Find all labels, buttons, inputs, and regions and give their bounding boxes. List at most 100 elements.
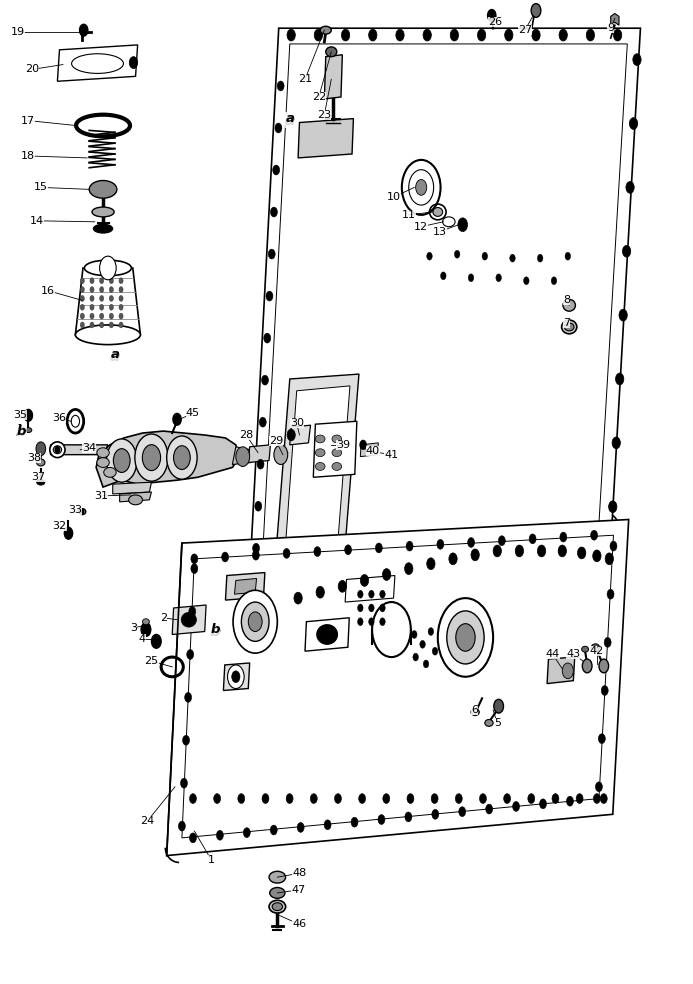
Text: 23: 23 [317, 109, 331, 120]
Circle shape [604, 638, 611, 647]
Ellipse shape [471, 708, 480, 715]
Circle shape [358, 618, 363, 626]
Circle shape [593, 794, 600, 804]
Circle shape [152, 635, 161, 648]
Circle shape [100, 304, 104, 310]
Polygon shape [173, 605, 206, 635]
Circle shape [90, 322, 94, 328]
Circle shape [505, 30, 513, 41]
Circle shape [100, 322, 104, 328]
Text: 39: 39 [336, 440, 350, 450]
Text: 43: 43 [566, 649, 581, 659]
Circle shape [633, 54, 641, 66]
Text: 29: 29 [269, 436, 283, 446]
Circle shape [173, 446, 191, 469]
Circle shape [316, 586, 324, 598]
Circle shape [449, 553, 457, 565]
Circle shape [516, 545, 523, 557]
Circle shape [255, 501, 262, 511]
Text: 48: 48 [292, 868, 306, 879]
Circle shape [441, 272, 446, 279]
Circle shape [64, 527, 73, 539]
Circle shape [114, 449, 130, 472]
Circle shape [551, 277, 556, 284]
Circle shape [437, 539, 444, 549]
Circle shape [504, 794, 511, 804]
Circle shape [24, 409, 33, 421]
Ellipse shape [315, 435, 325, 443]
Circle shape [189, 833, 196, 842]
Circle shape [119, 304, 123, 310]
Circle shape [615, 373, 624, 385]
Ellipse shape [25, 428, 32, 433]
Circle shape [80, 286, 85, 292]
Circle shape [510, 254, 516, 262]
Circle shape [577, 547, 586, 559]
Circle shape [626, 181, 634, 193]
Circle shape [109, 304, 114, 310]
Text: 26: 26 [488, 18, 502, 28]
Circle shape [233, 590, 277, 653]
Ellipse shape [315, 462, 325, 470]
Circle shape [142, 445, 161, 470]
Text: 38: 38 [27, 453, 41, 462]
Polygon shape [58, 45, 138, 82]
Text: 8: 8 [563, 295, 570, 305]
Ellipse shape [485, 719, 493, 726]
Circle shape [376, 543, 383, 553]
Circle shape [90, 295, 94, 301]
Text: 46: 46 [292, 919, 306, 929]
Circle shape [248, 612, 262, 632]
Ellipse shape [143, 619, 150, 625]
Polygon shape [113, 482, 152, 494]
Circle shape [438, 598, 493, 677]
Circle shape [90, 304, 94, 310]
Text: 16: 16 [41, 285, 55, 295]
Circle shape [314, 547, 321, 557]
Circle shape [552, 794, 559, 804]
Text: 40: 40 [366, 446, 380, 456]
Text: b: b [17, 424, 26, 438]
Circle shape [477, 30, 486, 41]
Text: a: a [109, 349, 120, 364]
Circle shape [275, 123, 282, 133]
Text: 44: 44 [545, 649, 560, 659]
Circle shape [191, 554, 198, 564]
Circle shape [36, 442, 46, 456]
Circle shape [560, 532, 567, 542]
Circle shape [455, 250, 460, 258]
Circle shape [458, 217, 468, 231]
Circle shape [482, 252, 488, 260]
Circle shape [565, 252, 570, 260]
Circle shape [416, 179, 427, 195]
Circle shape [297, 823, 304, 832]
Text: 17: 17 [21, 115, 35, 126]
Ellipse shape [97, 458, 109, 467]
Circle shape [243, 828, 250, 837]
Text: a: a [110, 348, 119, 361]
Circle shape [558, 545, 566, 557]
Polygon shape [611, 14, 619, 26]
Circle shape [238, 794, 245, 804]
Circle shape [109, 322, 114, 328]
Text: b: b [16, 423, 27, 439]
Text: 31: 31 [94, 491, 108, 501]
Circle shape [342, 30, 350, 41]
Circle shape [266, 291, 273, 301]
Circle shape [598, 734, 605, 744]
Circle shape [619, 309, 627, 321]
Circle shape [532, 30, 540, 41]
Circle shape [471, 549, 480, 561]
Circle shape [380, 618, 385, 626]
Circle shape [407, 794, 414, 804]
Text: 34: 34 [82, 443, 96, 453]
Polygon shape [232, 447, 255, 464]
Circle shape [383, 794, 389, 804]
Polygon shape [225, 573, 265, 600]
Text: 35: 35 [13, 410, 27, 420]
Circle shape [231, 671, 240, 683]
Polygon shape [547, 657, 574, 684]
Text: 42: 42 [590, 646, 604, 656]
Text: 27: 27 [518, 26, 532, 35]
Circle shape [80, 25, 88, 36]
